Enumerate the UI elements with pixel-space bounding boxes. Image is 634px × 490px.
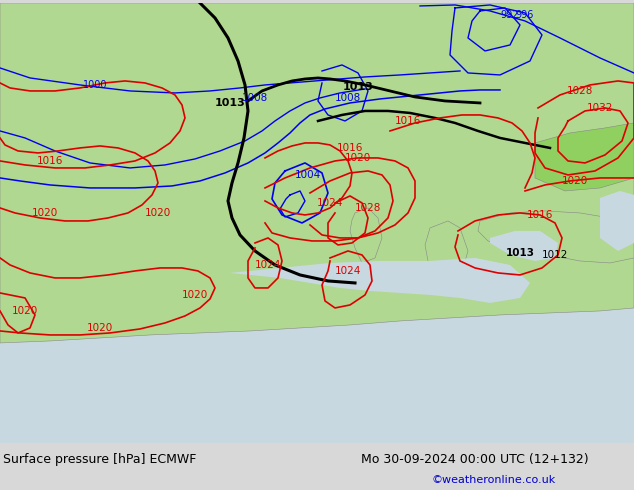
Polygon shape [230, 258, 530, 303]
Text: 1016: 1016 [37, 156, 63, 166]
Text: 1020: 1020 [562, 176, 588, 186]
Text: 1013: 1013 [505, 248, 534, 258]
Text: 1024: 1024 [317, 198, 343, 208]
Text: 1008: 1008 [242, 93, 268, 103]
Text: 1028: 1028 [355, 203, 381, 213]
Text: Mo 30-09-2024 00:00 UTC (12+132): Mo 30-09-2024 00:00 UTC (12+132) [361, 453, 589, 466]
Polygon shape [300, 83, 325, 111]
Text: 1020: 1020 [87, 323, 113, 333]
Polygon shape [0, 173, 12, 233]
Text: 992: 992 [501, 10, 519, 20]
Text: 1020: 1020 [32, 208, 58, 218]
Text: 1008: 1008 [335, 93, 361, 103]
Polygon shape [600, 191, 634, 251]
Text: 1012: 1012 [542, 250, 568, 260]
Text: 1013: 1013 [215, 98, 245, 108]
Text: 1004: 1004 [295, 170, 321, 180]
Text: 1024: 1024 [255, 260, 281, 270]
Polygon shape [0, 3, 634, 343]
Polygon shape [198, 48, 210, 61]
Polygon shape [0, 3, 80, 43]
Text: 1024: 1024 [335, 266, 361, 276]
Polygon shape [310, 3, 415, 118]
Polygon shape [155, 18, 205, 58]
Text: 1000: 1000 [83, 80, 107, 90]
Polygon shape [228, 185, 280, 273]
Polygon shape [350, 208, 382, 263]
Polygon shape [478, 211, 634, 263]
Polygon shape [510, 3, 634, 73]
Text: ©weatheronline.co.uk: ©weatheronline.co.uk [431, 475, 555, 485]
Text: 996: 996 [516, 10, 534, 20]
Polygon shape [275, 61, 535, 228]
Text: 1016: 1016 [337, 143, 363, 153]
Polygon shape [0, 253, 10, 303]
Text: 1020: 1020 [145, 208, 171, 218]
Polygon shape [235, 63, 280, 136]
Polygon shape [215, 88, 238, 118]
Polygon shape [385, 3, 540, 113]
Text: 1020: 1020 [345, 153, 371, 163]
Polygon shape [535, 123, 634, 191]
Text: 1013: 1013 [342, 82, 373, 92]
Text: 1016: 1016 [395, 116, 421, 126]
Text: 1020: 1020 [12, 306, 38, 316]
Text: 1028: 1028 [567, 86, 593, 96]
Polygon shape [490, 231, 558, 261]
Text: Surface pressure [hPa] ECMWF: Surface pressure [hPa] ECMWF [3, 453, 197, 466]
Text: 1020: 1020 [182, 290, 208, 300]
Text: 1032: 1032 [587, 103, 613, 113]
Polygon shape [425, 221, 468, 281]
Text: 1016: 1016 [527, 210, 553, 220]
Polygon shape [238, 51, 265, 75]
Polygon shape [0, 3, 22, 163]
